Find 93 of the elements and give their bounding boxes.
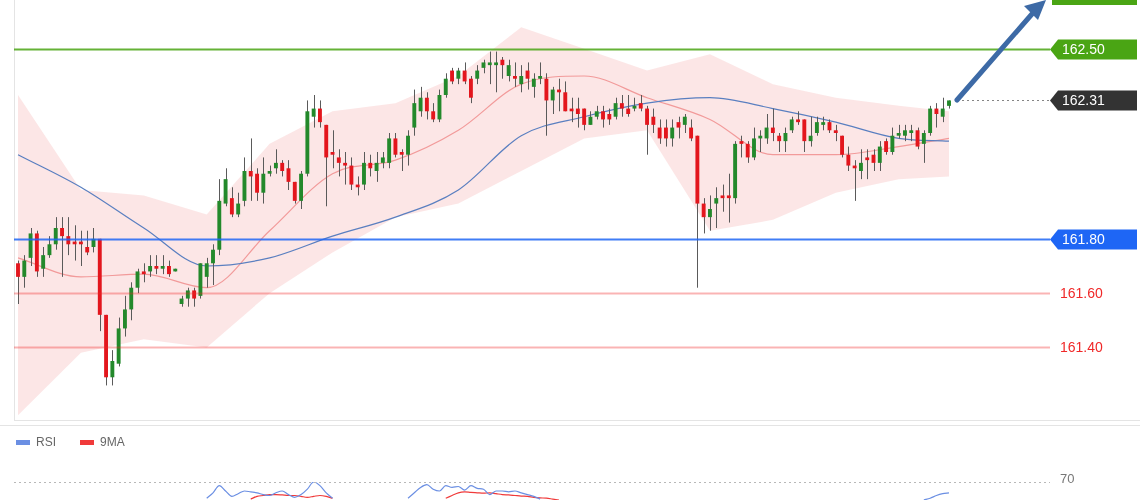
candlestick [500,56,505,80]
candlestick [399,148,404,172]
candlestick [682,113,687,134]
candlestick [318,99,322,129]
candlestick [311,94,316,129]
candlestick [129,281,134,321]
candlestick [802,118,807,153]
candlestick [601,105,605,129]
candlestick [192,287,197,308]
candlestick [739,135,744,158]
candlestick [393,132,398,158]
candlestick [261,156,266,205]
candlestick [154,254,159,275]
candlestick [670,118,675,148]
candlestick [185,287,190,308]
legend-label: RSI [36,435,57,450]
candlestick [764,113,769,145]
candlestick [255,167,259,202]
ref-line-label: 161.40 [1060,339,1104,356]
ref-line-label: 162.50 [1062,41,1106,58]
candlestick [211,243,215,286]
candlestick [349,156,354,191]
candlestick [858,148,863,180]
candlestick [745,140,750,164]
candlestick [890,127,895,156]
candlestick [273,148,278,175]
candlestick [877,140,882,172]
text: 70 [1060,470,1075,486]
candlestick [368,154,373,177]
ref-line-label: 162.31 [1062,92,1106,109]
candlestick [424,91,429,120]
candlestick [374,151,379,183]
candlestick [41,246,46,278]
candlestick [229,186,234,218]
candlestick [141,262,146,283]
candlestick [160,254,165,275]
candlestick [468,75,473,104]
candlestick [494,51,499,93]
candlestick [626,94,631,118]
candlestick [777,132,782,153]
candlestick [531,72,536,99]
candlestick [343,151,348,186]
candlestick [204,257,209,289]
candlestick [701,197,706,234]
candlestick [443,72,448,99]
candlestick [663,118,668,148]
candlestick [22,254,27,289]
candlestick [362,151,366,191]
candlestick [475,64,480,85]
candlestick [462,61,467,85]
candlestick [487,51,492,85]
candlestick [513,61,517,88]
candlestick [651,108,656,134]
candlestick [544,72,549,137]
candlestick [814,116,819,137]
candlestick [248,137,253,202]
candlestick [60,216,64,278]
candlestick [418,86,423,118]
candlestick [708,194,712,232]
candlestick [921,129,926,164]
candlestick [940,97,945,123]
candlestick [85,230,90,256]
candlestick [726,173,731,224]
ref-line-label: 161.60 [1060,285,1104,302]
candlestick [550,86,555,115]
candlestick [752,127,756,161]
candlestick [808,116,813,148]
ref-line-label: 161.80 [1062,231,1106,248]
candlestick [714,186,719,229]
candlestick [575,97,580,129]
candlestick [336,148,341,177]
candlestick [148,254,153,278]
candlestick [619,94,624,118]
candlestick [538,61,543,85]
candlestick [934,102,939,129]
candlestick [563,80,568,112]
candlestick [519,64,524,93]
candlestick [122,295,127,338]
candlestick [506,59,511,82]
candlestick [770,108,775,142]
candlestick [236,192,241,218]
candlestick [783,127,788,153]
candlestick [110,349,115,386]
candlestick [846,146,851,172]
legend-label: 9MA [100,435,125,450]
candlestick [865,148,870,180]
candlestick [16,260,20,305]
candlestick [657,118,662,145]
candlestick [431,102,436,123]
candlestick [613,97,618,120]
candlestick [645,105,649,156]
candlestick [406,129,410,167]
candlestick [689,118,694,142]
